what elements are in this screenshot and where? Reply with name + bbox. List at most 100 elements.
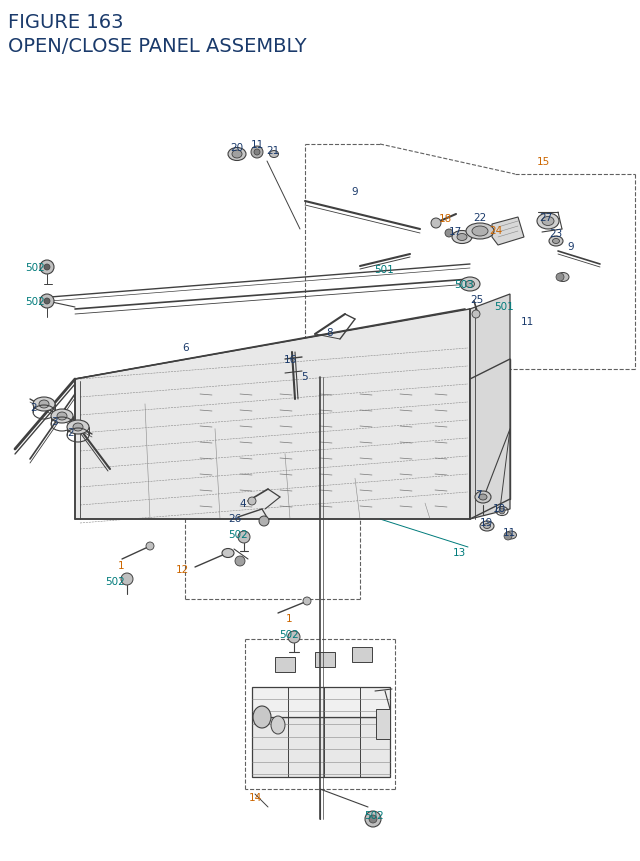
- Ellipse shape: [480, 522, 494, 531]
- Ellipse shape: [57, 412, 67, 420]
- Ellipse shape: [479, 494, 487, 500]
- Circle shape: [504, 532, 512, 541]
- Circle shape: [445, 230, 453, 238]
- Text: OPEN/CLOSE PANEL ASSEMBLY: OPEN/CLOSE PANEL ASSEMBLY: [8, 37, 307, 56]
- Text: 502: 502: [279, 629, 299, 639]
- Ellipse shape: [269, 152, 278, 158]
- Text: 8: 8: [326, 328, 333, 338]
- Ellipse shape: [39, 400, 49, 408]
- Ellipse shape: [549, 237, 563, 247]
- Text: 18: 18: [438, 214, 452, 224]
- Text: 6: 6: [182, 343, 189, 353]
- Circle shape: [556, 274, 564, 282]
- Polygon shape: [470, 294, 510, 519]
- Text: 5: 5: [301, 372, 308, 381]
- Ellipse shape: [271, 716, 285, 734]
- Ellipse shape: [33, 398, 55, 412]
- Text: 502: 502: [228, 530, 248, 539]
- Circle shape: [251, 147, 263, 158]
- Ellipse shape: [466, 224, 494, 239]
- Text: 501: 501: [494, 301, 514, 312]
- Text: 502: 502: [105, 576, 125, 586]
- Circle shape: [146, 542, 154, 550]
- Text: 21: 21: [266, 146, 280, 156]
- Ellipse shape: [222, 548, 234, 558]
- Circle shape: [259, 517, 269, 526]
- Polygon shape: [252, 687, 390, 717]
- Text: 501: 501: [374, 264, 394, 275]
- Text: 13: 13: [452, 548, 466, 557]
- Polygon shape: [376, 709, 390, 739]
- Text: 14: 14: [248, 792, 262, 802]
- Text: 23: 23: [549, 229, 563, 238]
- Ellipse shape: [51, 410, 73, 424]
- Polygon shape: [352, 647, 372, 662]
- Ellipse shape: [67, 420, 89, 435]
- Polygon shape: [75, 310, 470, 519]
- Ellipse shape: [475, 492, 491, 504]
- Text: 22: 22: [474, 213, 486, 223]
- Text: 9: 9: [352, 187, 358, 197]
- Text: 10: 10: [492, 504, 506, 513]
- Ellipse shape: [483, 523, 490, 529]
- Polygon shape: [75, 310, 470, 400]
- Ellipse shape: [232, 151, 242, 158]
- Circle shape: [365, 811, 381, 827]
- Text: 3: 3: [51, 417, 58, 426]
- Text: 7: 7: [475, 489, 481, 499]
- Text: 4: 4: [240, 499, 246, 508]
- Text: 502: 502: [25, 263, 45, 273]
- Text: 19: 19: [479, 517, 493, 528]
- Text: 502: 502: [364, 810, 384, 820]
- Ellipse shape: [557, 273, 569, 282]
- Text: 9: 9: [568, 242, 574, 251]
- Text: 17: 17: [449, 226, 461, 237]
- Circle shape: [40, 294, 54, 308]
- Circle shape: [369, 815, 377, 823]
- Circle shape: [248, 498, 256, 505]
- Circle shape: [44, 264, 50, 270]
- Circle shape: [499, 508, 505, 514]
- Text: 502: 502: [25, 297, 45, 307]
- Ellipse shape: [542, 217, 554, 226]
- Ellipse shape: [253, 706, 271, 728]
- Ellipse shape: [506, 531, 516, 539]
- Ellipse shape: [457, 234, 467, 241]
- Ellipse shape: [472, 226, 488, 237]
- Ellipse shape: [552, 239, 559, 245]
- Text: 16: 16: [284, 355, 296, 364]
- Circle shape: [238, 531, 250, 543]
- Text: 2: 2: [31, 403, 37, 412]
- Circle shape: [303, 598, 311, 605]
- Ellipse shape: [228, 148, 246, 161]
- Text: 1: 1: [118, 561, 124, 570]
- Ellipse shape: [465, 282, 474, 288]
- Text: 12: 12: [175, 564, 189, 574]
- Text: 25: 25: [470, 294, 484, 305]
- Polygon shape: [315, 653, 335, 667]
- Polygon shape: [275, 657, 295, 672]
- Text: 24: 24: [490, 226, 502, 236]
- Text: 20: 20: [230, 143, 244, 152]
- Ellipse shape: [452, 232, 472, 245]
- Text: 27: 27: [540, 213, 552, 223]
- Circle shape: [431, 219, 441, 229]
- Circle shape: [44, 299, 50, 305]
- Polygon shape: [492, 218, 524, 245]
- Circle shape: [472, 311, 480, 319]
- Circle shape: [254, 150, 260, 156]
- Text: 26: 26: [228, 513, 242, 523]
- Ellipse shape: [460, 278, 480, 292]
- Ellipse shape: [73, 424, 83, 431]
- Polygon shape: [252, 717, 390, 777]
- Circle shape: [121, 573, 133, 585]
- Text: 11: 11: [520, 317, 534, 326]
- Text: 11: 11: [502, 528, 516, 537]
- Text: 11: 11: [250, 139, 264, 150]
- Text: 2: 2: [68, 428, 74, 437]
- Text: FIGURE 163: FIGURE 163: [8, 13, 124, 32]
- Ellipse shape: [537, 214, 559, 230]
- Text: 503: 503: [454, 280, 474, 289]
- Text: 15: 15: [536, 157, 550, 167]
- Text: 1: 1: [285, 613, 292, 623]
